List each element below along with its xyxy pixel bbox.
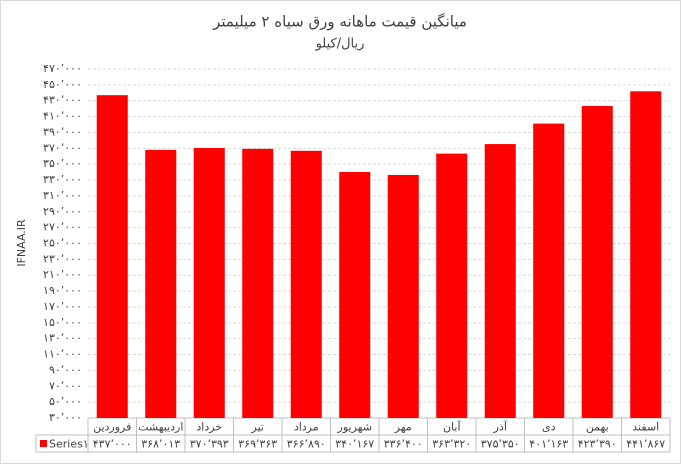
bar [145,149,177,419]
x-tick-label: آذر [493,420,508,434]
legend-label: Series۱ [49,438,89,451]
x-tick-label: شهریور [337,421,372,434]
y-tick-label: ۴۳۰٬۰۰۰ [43,94,82,107]
chart-title: میانگین قیمت ماهانه ورق سیاه ۲ میلیمتر [212,13,467,31]
y-tick-label: ۵۰٬۰۰۰ [49,395,82,408]
y-tick-label: ۲۳۰٬۰۰۰ [43,252,82,265]
bar [436,153,468,418]
table-value: ۳۶۹٬۳۶۳ [238,438,277,451]
y-tick-label: ۱۵۰٬۰۰۰ [43,316,82,329]
y-tick-label: ۳۷۰٬۰۰۰ [43,141,82,154]
x-tick-label: اردیبهشت [138,421,183,434]
y-tick-label: ۹۰٬۰۰۰ [49,363,82,376]
x-tick-label: خرداد [196,421,222,434]
y-tick-label: ۳۵۰٬۰۰۰ [43,157,82,170]
y-tick-label: ۳۱۰٬۰۰۰ [43,189,82,202]
bar [193,148,225,418]
y-tick-label: ۲۱۰٬۰۰۰ [43,268,82,281]
x-tick-label: مهر [394,421,412,434]
bar [242,148,274,419]
y-tick-label: ۱۷۰٬۰۰۰ [43,300,82,313]
table-value: ۴۰۱٬۱۶۳ [529,438,568,451]
y-tick-label: ۲۵۰٬۰۰۰ [43,237,82,250]
x-tick-label: بهمن [586,421,609,434]
y-tick-label: ۴۷۰٬۰۰۰ [43,62,82,75]
table-value: ۴۲۳٬۳۹۰ [578,438,617,451]
table-value: ۴۴۱٬۸۶۷ [626,438,665,451]
x-tick-label: تیر [251,421,264,434]
table-value: ۳۴۰٬۱۶۷ [335,438,374,451]
table-value: ۳۶۳٬۳۲۰ [432,438,471,451]
y-tick-label: ۳۳۰٬۰۰۰ [43,173,82,186]
bar [581,105,613,418]
bar [387,174,419,418]
x-tick-label: دی [542,421,556,434]
y-tick-label: ۲۹۰٬۰۰۰ [43,205,82,218]
table-value: ۳۷۰٬۳۹۳ [190,438,229,451]
x-tick-label: فروردین [93,421,131,434]
bar [96,95,128,419]
table-value: ۳۶۶٬۸۹۰ [287,438,326,451]
y-tick-label: ۱۳۰٬۰۰۰ [43,332,82,345]
y-tick-label: ۳۹۰٬۰۰۰ [43,125,82,138]
bar [630,91,662,419]
y-tick-label: ۴۵۰٬۰۰۰ [43,78,82,91]
bar [339,171,371,418]
x-tick-label: مرداد [294,421,319,434]
x-tick-label: آبان [443,420,461,434]
y-tick-label: ۱۱۰٬۰۰۰ [43,348,82,361]
bar [533,123,565,419]
table-value: ۳۶۸٬۰۱۳ [141,438,180,451]
chart-subtitle: ریال/کیلو [315,37,365,52]
bar [484,144,516,419]
y-axis-label: IFNAA.IR [15,219,28,267]
y-tick-label: ۴۱۰٬۰۰۰ [43,110,82,123]
table-value: ۳۳۶٬۴۰۰ [384,438,423,451]
y-tick-label: ۳۰٬۰۰۰ [49,411,82,424]
table-value: ۴۳۷٬۰۰۰ [93,438,132,451]
x-tick-label: اسفند [632,421,659,434]
y-tick-label: ۷۰٬۰۰۰ [49,379,82,392]
y-tick-label: ۱۹۰٬۰۰۰ [43,284,82,297]
bar [290,150,322,418]
table-value: ۳۷۵٬۳۵۰ [481,438,520,451]
legend-key [40,440,47,447]
y-tick-label: ۲۷۰٬۰۰۰ [43,221,82,234]
